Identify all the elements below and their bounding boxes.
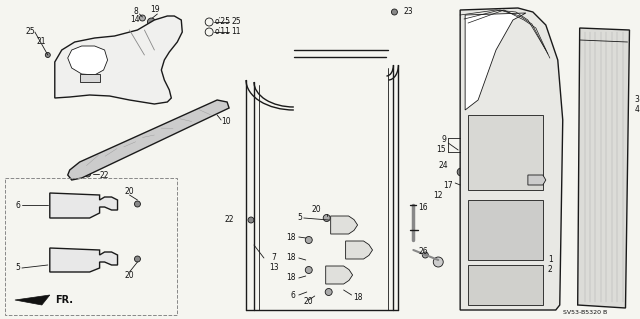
Text: 25: 25 (231, 18, 241, 26)
Text: 26: 26 (419, 248, 428, 256)
Polygon shape (326, 266, 353, 284)
Circle shape (305, 266, 312, 273)
Text: 15: 15 (436, 145, 446, 154)
Text: 14: 14 (131, 16, 140, 25)
Text: 18: 18 (286, 233, 296, 241)
Text: 18: 18 (286, 254, 296, 263)
Text: 7: 7 (271, 254, 276, 263)
Circle shape (45, 53, 51, 57)
Text: 5: 5 (297, 213, 302, 222)
Polygon shape (50, 193, 118, 218)
Circle shape (84, 171, 91, 177)
Text: 3: 3 (634, 95, 639, 105)
Circle shape (248, 217, 254, 223)
Text: 20: 20 (312, 205, 321, 214)
Text: 4: 4 (634, 106, 639, 115)
Text: 18: 18 (353, 293, 363, 302)
Polygon shape (15, 295, 50, 305)
Circle shape (109, 255, 118, 263)
Text: 22: 22 (225, 216, 234, 225)
Text: 10: 10 (221, 117, 231, 127)
Polygon shape (468, 200, 543, 260)
Text: 23: 23 (403, 8, 413, 17)
Text: 22: 22 (100, 170, 109, 180)
Text: o′25: o′25 (214, 18, 230, 26)
Circle shape (334, 221, 341, 229)
Text: 1: 1 (548, 256, 552, 264)
Circle shape (325, 288, 332, 295)
Circle shape (140, 15, 145, 21)
Circle shape (305, 236, 312, 243)
Polygon shape (331, 216, 358, 234)
Text: 20: 20 (125, 271, 134, 279)
Polygon shape (468, 115, 543, 190)
Polygon shape (468, 265, 543, 305)
Polygon shape (578, 28, 630, 308)
Text: 8: 8 (133, 8, 138, 17)
Text: 13: 13 (269, 263, 278, 272)
Circle shape (349, 246, 356, 254)
Text: 11: 11 (231, 27, 241, 36)
Polygon shape (68, 100, 229, 180)
Text: 12: 12 (433, 190, 443, 199)
Text: o′11: o′11 (214, 27, 230, 36)
Circle shape (109, 200, 118, 208)
Polygon shape (346, 241, 372, 259)
Polygon shape (528, 175, 546, 185)
Polygon shape (80, 74, 100, 82)
Text: 20: 20 (125, 188, 134, 197)
Circle shape (323, 214, 330, 221)
Circle shape (57, 255, 67, 265)
Text: 21: 21 (36, 38, 45, 47)
Circle shape (118, 54, 121, 56)
Circle shape (116, 48, 119, 51)
Circle shape (433, 257, 444, 267)
Text: 19: 19 (150, 5, 160, 14)
Circle shape (75, 200, 84, 210)
Circle shape (347, 222, 354, 228)
Circle shape (123, 63, 126, 66)
Text: 17: 17 (444, 181, 453, 189)
Polygon shape (50, 248, 118, 272)
Circle shape (457, 168, 465, 176)
Circle shape (147, 18, 156, 26)
Circle shape (134, 201, 140, 207)
Circle shape (362, 247, 369, 253)
Polygon shape (68, 46, 108, 75)
Text: FR.: FR. (55, 295, 73, 305)
Circle shape (342, 272, 349, 278)
Circle shape (422, 252, 428, 258)
Text: 18: 18 (286, 273, 296, 283)
Polygon shape (55, 16, 182, 104)
Circle shape (392, 9, 397, 15)
Text: 5: 5 (15, 263, 20, 272)
Circle shape (75, 255, 84, 265)
Circle shape (113, 43, 116, 47)
Text: 6: 6 (291, 291, 296, 300)
Text: 24: 24 (438, 160, 448, 169)
Circle shape (134, 256, 140, 262)
Circle shape (57, 200, 67, 210)
Text: 20: 20 (304, 298, 314, 307)
Text: 25: 25 (25, 27, 35, 36)
Polygon shape (465, 13, 526, 110)
Text: 9: 9 (442, 136, 446, 145)
Text: SV53-B5320 B: SV53-B5320 B (563, 309, 607, 315)
Circle shape (108, 58, 111, 62)
Circle shape (330, 271, 337, 278)
Text: 2: 2 (548, 265, 552, 275)
Polygon shape (460, 8, 563, 310)
Text: 16: 16 (419, 204, 428, 212)
Text: 6: 6 (15, 201, 20, 210)
